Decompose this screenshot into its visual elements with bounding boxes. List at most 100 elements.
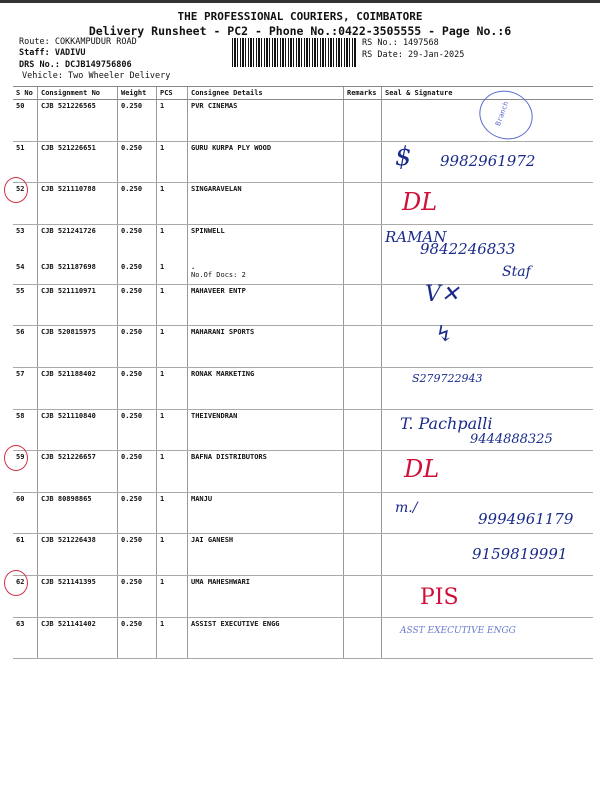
cell-wt: 0.250: [117, 284, 157, 327]
cell-cn: CJB 521187698: [37, 261, 118, 285]
cell-pcs: 1: [156, 325, 188, 368]
wt: 0.250: [121, 453, 143, 462]
wt: 0.250: [121, 102, 143, 110]
cell-remarks: [343, 367, 382, 410]
company-title: THE PROFESSIONAL COURIERS, COIMBATORE: [177, 10, 423, 23]
cell-remarks: [343, 533, 382, 576]
signature: Staf: [502, 264, 531, 280]
red-circle-mark: [4, 177, 28, 203]
cell-remarks: [343, 409, 382, 452]
name: GURU KURPA PLY WOOD: [191, 143, 272, 152]
cn: CJB 521187698: [41, 263, 96, 272]
pcs: 1: [160, 286, 165, 295]
cell-cn: CJB 520815975: [37, 325, 118, 368]
table-row: 63 CJB 521141402 0.250 1 ASSIST EXECUTIVE EN…: [13, 617, 593, 660]
sno: 58: [16, 411, 25, 420]
wt: 0.250: [121, 536, 143, 545]
cell-signature: [381, 261, 593, 285]
name: UMA MAHESHWARI: [191, 577, 251, 586]
cell-sno: 57: [13, 367, 38, 410]
cell-pcs: 1: [156, 261, 188, 285]
cell-signature: [381, 182, 593, 225]
signature: V✕: [425, 282, 460, 307]
cell-cn: CJB 521141395: [37, 575, 118, 618]
docs-count: No.Of Docs: 2: [191, 271, 246, 280]
cell-signature: [381, 224, 593, 262]
sno: 51: [16, 143, 25, 152]
cn: CJB 521110788: [41, 185, 96, 194]
cell-pcs: 1: [156, 533, 188, 576]
red-circle-mark: [4, 570, 28, 596]
table-row: 58 CJB 521110840 0.250 1 THEIVENDRAN: [13, 409, 593, 452]
cell-remarks: [343, 617, 382, 660]
cell-name: BAFNA DISTRIBUTORS: [187, 450, 344, 493]
cell-remarks: [343, 182, 382, 225]
cell-remarks: [343, 492, 382, 535]
cn: CJB 80898865: [41, 494, 92, 503]
cell-name: ASSIST EXECUTIVE ENGG: [187, 617, 344, 660]
cell-pcs: 1: [156, 182, 188, 225]
cell-signature: [381, 367, 593, 410]
cell-name: MAHARANI SPORTS: [187, 325, 344, 368]
cell-pcs: 1: [156, 492, 188, 535]
cell-cn: CJB 521110971: [37, 284, 118, 327]
cell-remarks: [343, 141, 382, 184]
wt: 0.250: [121, 577, 143, 586]
cell-wt: 0.250: [117, 533, 157, 576]
cell-wt: 0.250: [117, 492, 157, 535]
pcs: 1: [160, 411, 165, 420]
column-header: Consignee Details: [187, 86, 344, 100]
sno: 53: [16, 226, 25, 235]
sno: 63: [16, 619, 25, 628]
table-row: 55 CJB 521110971 0.250 1 MAHAVEER ENTP: [13, 284, 593, 327]
cell-name: MANJU: [187, 492, 344, 535]
name: THEIVENDRAN: [191, 411, 238, 420]
column-header: Consignment No: [37, 86, 118, 100]
cell-wt: 0.250: [117, 325, 157, 368]
runsheet-subtitle: Delivery Runsheet - PC2 - Phone No.:0422…: [88, 24, 512, 38]
cell-name: GURU KURPA PLY WOOD: [187, 141, 344, 184]
cell-pcs: 1: [156, 409, 188, 452]
cell-sno: 50: [13, 99, 38, 142]
cell-remarks: [343, 325, 382, 368]
pcs: 1: [160, 577, 165, 586]
cell-pcs: 1: [156, 99, 188, 142]
sno: 56: [16, 328, 25, 337]
cell-sno: 56: [13, 325, 38, 368]
cell-pcs: 1: [156, 367, 188, 410]
cn: CJB 521110840: [41, 411, 96, 420]
cell-signature: [381, 617, 593, 660]
cell-wt: 0.250: [117, 450, 157, 493]
name: PVR CINEMAS: [191, 102, 238, 110]
cell-cn: CJB 521226651: [37, 141, 118, 184]
cell-wt: 0.250: [117, 409, 157, 452]
cell-cn: CJB 521141402: [37, 617, 118, 660]
cell-name: MAHAVEER ENTP: [187, 284, 344, 327]
rs-number: RS No.: 1497568: [362, 38, 439, 48]
signature: DL: [404, 455, 440, 483]
drs-number: DRS No.: DCJB149756806: [19, 60, 132, 70]
cn: CJB 520815975: [41, 328, 96, 337]
table-row: 57 CJB 521188402 0.250 1 RONAK MARKETING: [13, 367, 593, 410]
signature: ↯: [435, 322, 454, 347]
signature: PIS: [420, 585, 459, 610]
cell-signature: [381, 450, 593, 493]
cell-name: . No.Of Docs: 2: [187, 261, 344, 285]
cell-wt: 0.250: [117, 575, 157, 618]
cell-signature: [381, 284, 593, 327]
cn: CJB 521226651: [41, 143, 96, 152]
signature-phone: 9444888325: [470, 432, 553, 447]
cell-wt: 0.250: [117, 617, 157, 660]
wt: 0.250: [121, 226, 143, 235]
cell-cn: CJB 521226438: [37, 533, 118, 576]
cell-name: SPINWELL: [187, 224, 344, 262]
name: JAI GANESH: [191, 536, 234, 545]
cell-wt: 0.250: [117, 141, 157, 184]
signature: $: [395, 142, 412, 172]
cell-wt: 0.250: [117, 261, 157, 285]
signature-phone: 9159819991: [472, 545, 568, 563]
cell-sno: 60: [13, 492, 38, 535]
cell-sno: 63: [13, 617, 38, 660]
cell-wt: 0.250: [117, 182, 157, 225]
cell-cn: CJB 521188402: [37, 367, 118, 410]
